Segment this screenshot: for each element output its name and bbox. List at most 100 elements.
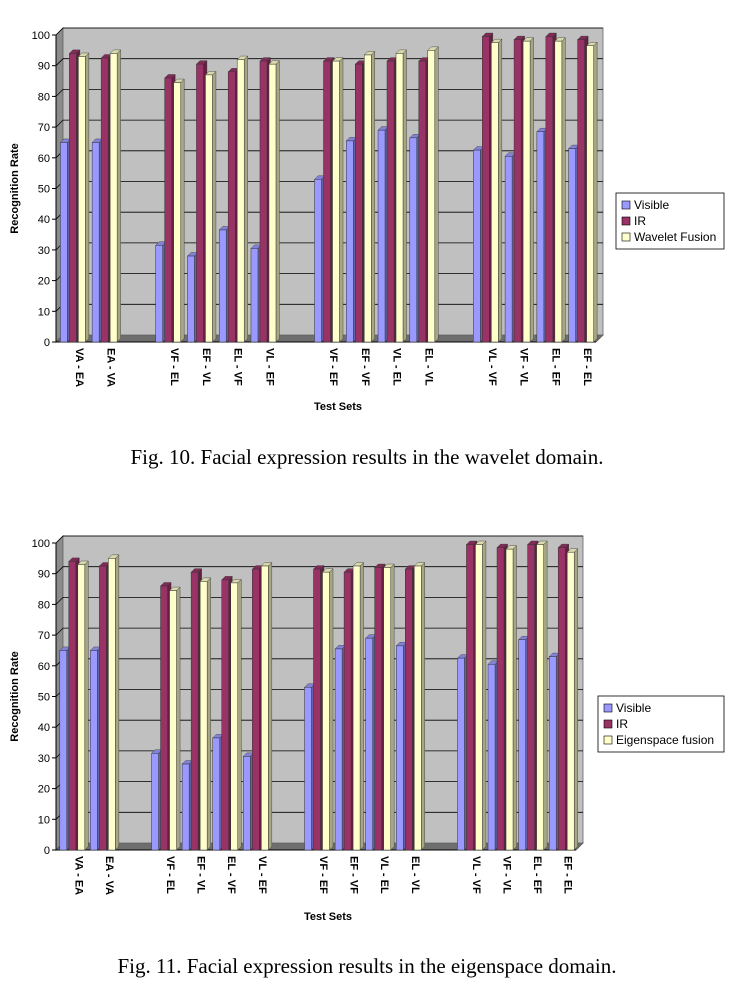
x-tick-label: VL - EF — [256, 856, 268, 894]
bar-front — [364, 54, 372, 343]
bar-front — [513, 39, 522, 343]
gridline-side — [55, 627, 64, 636]
y-tick-label: 40 — [38, 722, 50, 734]
bar-front — [243, 756, 251, 851]
bar-side — [339, 57, 344, 343]
y-tick-label: 70 — [38, 122, 50, 134]
x-tick-label: VF - VL — [501, 856, 513, 894]
legend-swatch — [621, 200, 631, 210]
bar-side — [275, 60, 280, 343]
x-tick-label: VL - EF — [263, 348, 275, 386]
x-tick-label: VF - VL — [518, 348, 530, 386]
legend-box — [597, 695, 725, 753]
bar — [77, 52, 90, 343]
bar-side — [482, 540, 487, 851]
bar — [363, 50, 376, 343]
bar-front — [518, 639, 526, 851]
bar-front — [568, 148, 576, 343]
x-tick-label: EF - EL — [562, 856, 574, 894]
bar-front — [557, 547, 566, 851]
bar — [413, 562, 426, 851]
legend-swatch — [603, 719, 613, 729]
bar — [260, 562, 273, 851]
bar-side — [402, 49, 407, 343]
bar-front — [109, 53, 118, 343]
y-axis-title: Recognition Rate — [9, 143, 21, 233]
bar-front — [108, 558, 116, 851]
bar-front — [482, 36, 490, 343]
bar-side — [359, 562, 364, 851]
bar — [332, 57, 344, 343]
bar-front — [374, 567, 382, 851]
x-tick-label: VL - VF — [470, 856, 482, 894]
bar-front — [227, 71, 236, 343]
bar — [322, 568, 334, 851]
y-tick-label: 80 — [38, 91, 50, 103]
x-tick-label: EL - VL — [409, 856, 421, 894]
bar-side — [329, 568, 334, 851]
bar — [109, 49, 122, 343]
y-tick-label: 10 — [38, 814, 50, 826]
bar — [383, 563, 395, 851]
bar-side — [434, 46, 439, 343]
bar-side — [421, 562, 425, 851]
bar-front — [334, 648, 343, 851]
bar — [268, 60, 280, 343]
x-tick-label: VA - EA — [73, 348, 85, 387]
y-tick-label: 60 — [38, 153, 50, 165]
bar-front — [332, 60, 340, 343]
bar-front — [230, 582, 238, 851]
gridline-side — [55, 597, 64, 605]
x-tick-label: EF - VF — [348, 856, 360, 894]
bar — [236, 55, 249, 343]
bar-side — [116, 49, 121, 343]
legend-swatch — [621, 216, 631, 226]
x-tick-label: EL - VF — [225, 856, 237, 894]
bar-front — [396, 645, 404, 851]
legend-swatch — [621, 232, 631, 242]
bar — [554, 37, 566, 343]
bar-front — [218, 229, 227, 343]
x-tick-label: EL - VF — [232, 348, 244, 386]
bar-front — [496, 547, 505, 851]
bar-front — [77, 564, 86, 851]
bar-side — [390, 563, 395, 851]
x-tick-label: VF - EL — [164, 856, 176, 894]
bar-front — [352, 565, 361, 851]
bar-front — [522, 40, 531, 343]
bar-front — [491, 42, 499, 343]
chart-fig11: 0 10 20 30 40 50 60 70 80 90 100 VA - EA EA - VA VF -… — [9, 535, 725, 923]
y-tick-label: 10 — [38, 306, 50, 318]
y-tick-label: 50 — [38, 692, 50, 704]
bar — [169, 586, 181, 851]
gridline-side — [55, 119, 64, 128]
bar — [427, 46, 439, 343]
bar-side — [512, 545, 517, 851]
bar-front — [304, 687, 312, 851]
bar — [490, 38, 503, 343]
bar-front — [181, 763, 190, 851]
bar — [77, 560, 89, 851]
y-tick-label: 30 — [38, 753, 50, 765]
bar-front — [190, 571, 199, 851]
bar-front — [475, 544, 483, 851]
x-tick-label: VL - VF — [486, 348, 498, 386]
bar-front — [314, 179, 322, 343]
legend: Visible IR Wavelet Fusion — [615, 192, 725, 250]
bar-front — [313, 568, 321, 851]
bar-front — [268, 63, 277, 343]
bar-front — [212, 737, 220, 851]
legend-box — [615, 192, 725, 250]
x-tick-label: EA - VA — [103, 856, 115, 895]
bar-front — [386, 60, 395, 343]
bar — [352, 562, 365, 851]
y-tick-label: 20 — [38, 784, 50, 796]
bar-front — [427, 50, 436, 343]
y-tick-label: 30 — [38, 245, 50, 257]
bar-front — [343, 571, 352, 851]
bar-front — [409, 137, 418, 343]
bar-side — [593, 41, 598, 343]
bar-front — [554, 40, 563, 343]
bar-side — [561, 37, 566, 343]
bar-front — [383, 567, 391, 851]
